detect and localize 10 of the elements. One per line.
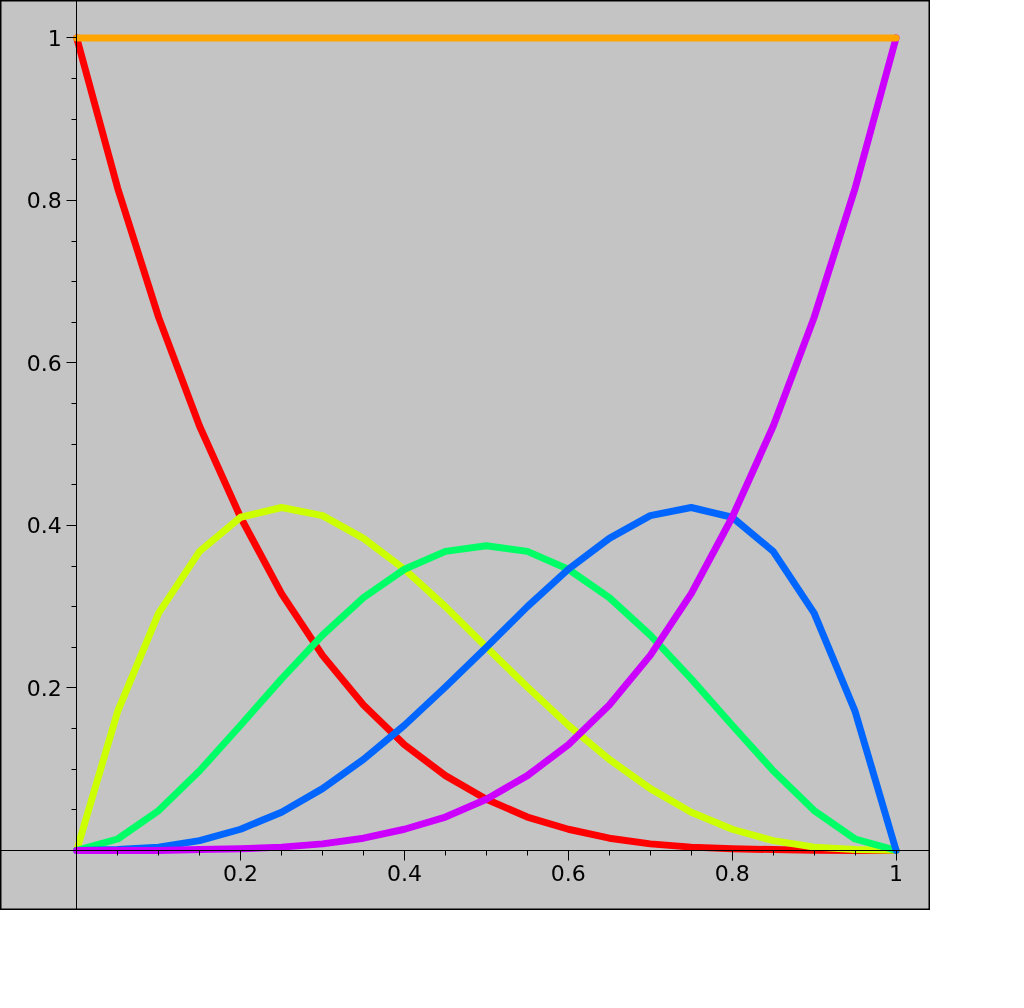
y-tick-label: 0.4: [26, 513, 62, 539]
y-tick-label: 0.6: [26, 350, 62, 376]
x-tick-label: 0.2: [223, 861, 259, 887]
x-tick-label: 1: [889, 861, 904, 887]
y-tick-label: 1: [47, 25, 62, 51]
x-tick-label: 0.6: [550, 861, 586, 887]
x-tick-label: 0.4: [386, 861, 422, 887]
x-tick-label: 0.8: [714, 861, 750, 887]
y-tick-label: 0.8: [26, 188, 62, 214]
y-tick-label: 0.2: [26, 675, 62, 701]
